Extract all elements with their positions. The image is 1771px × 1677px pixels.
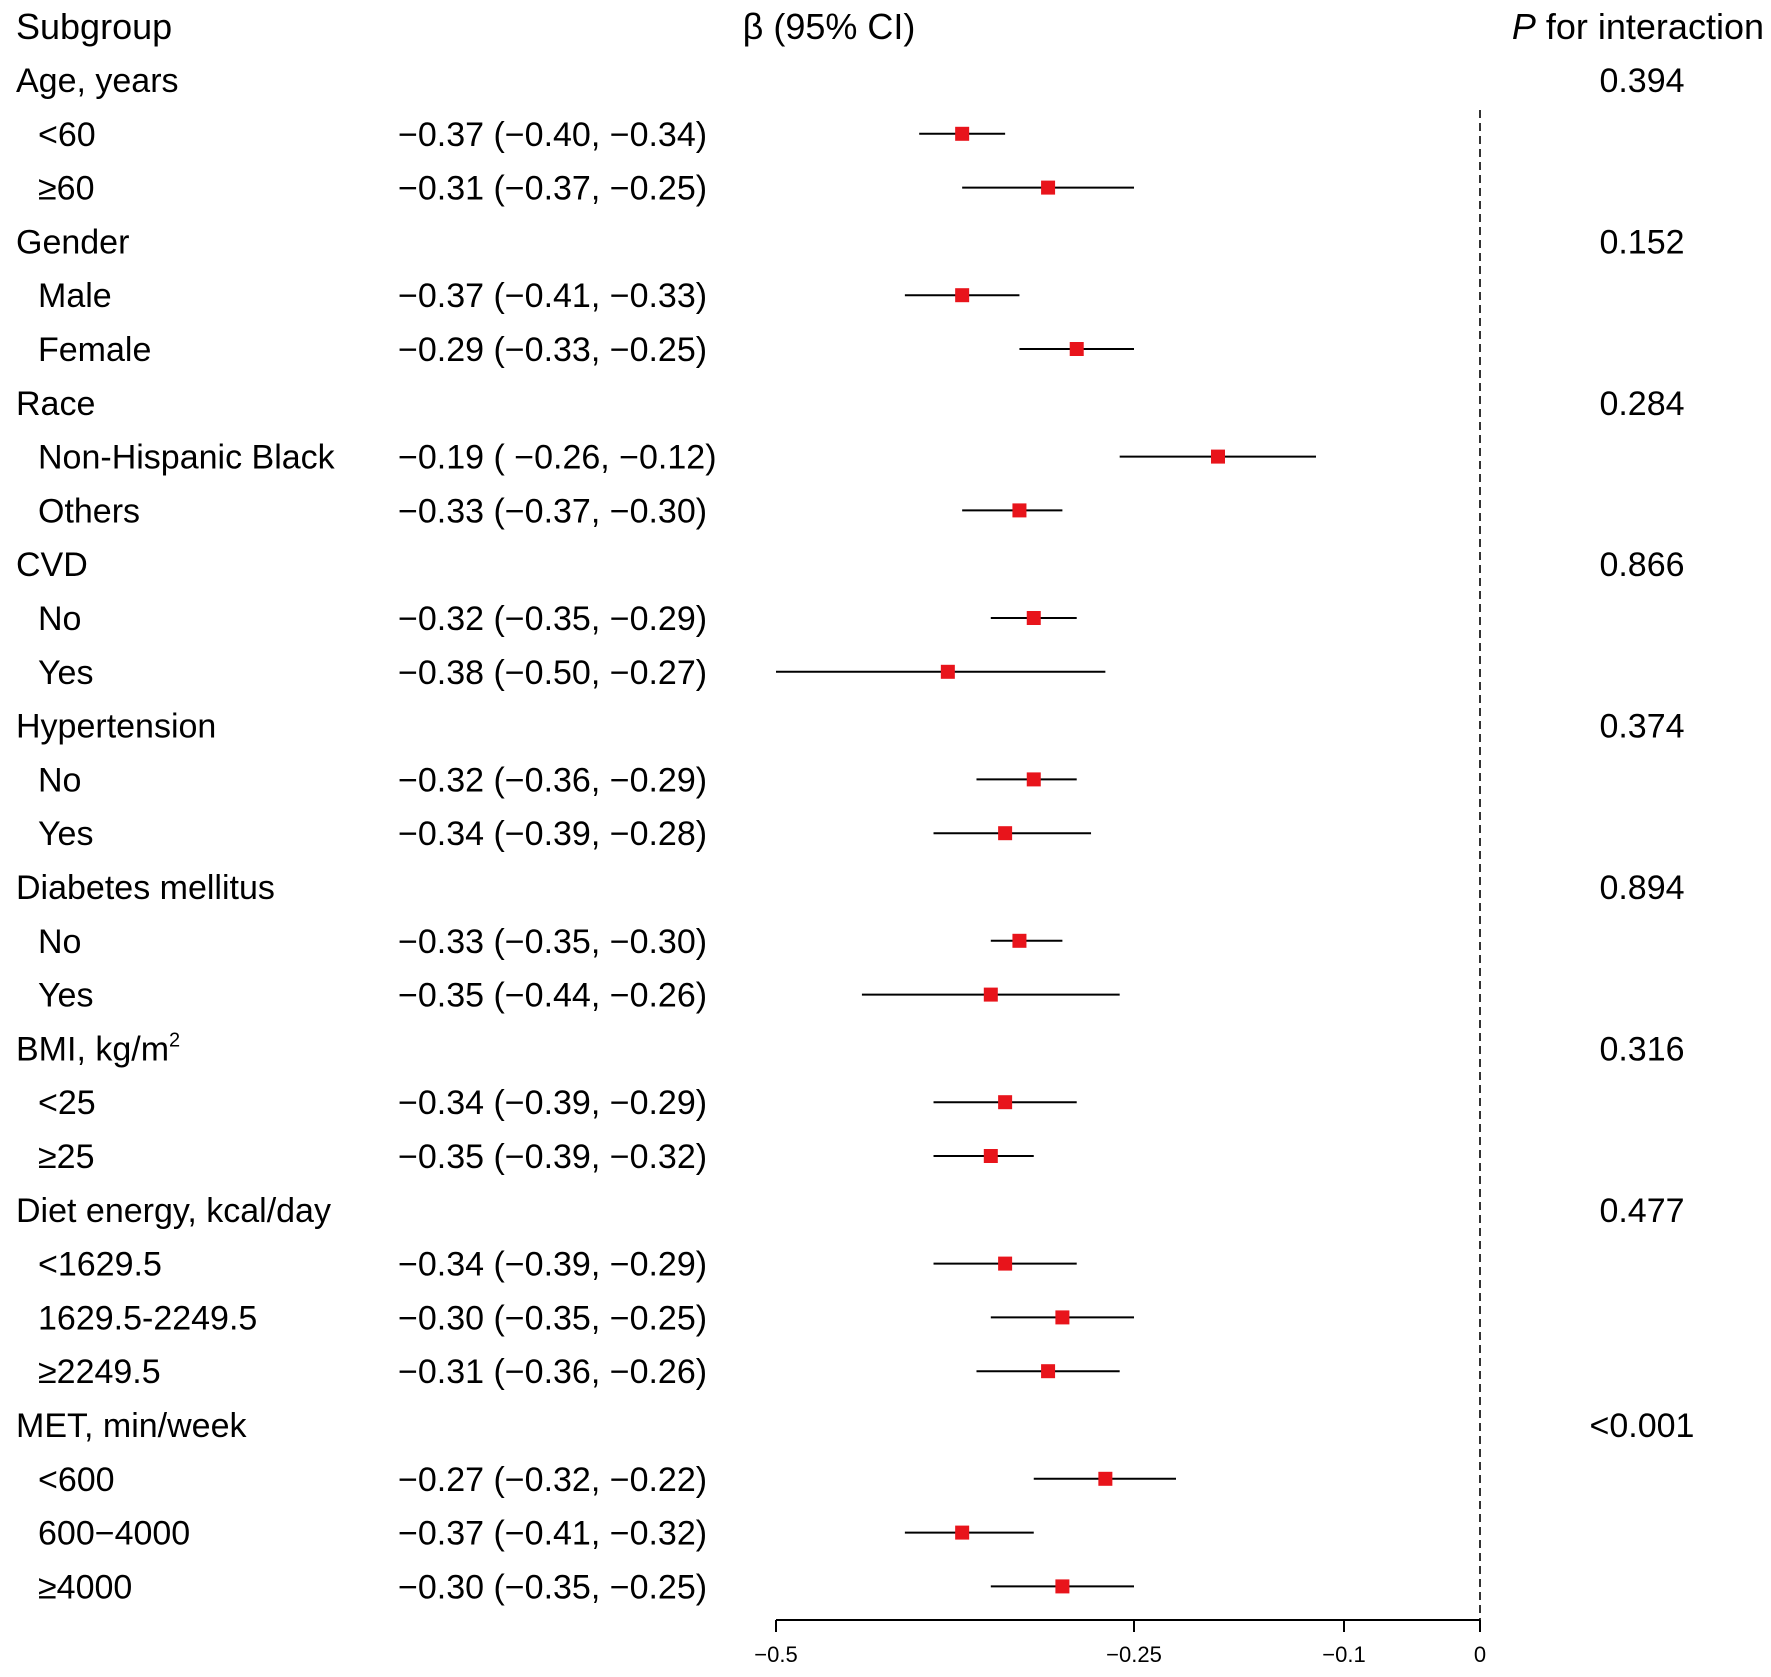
point-marker-2-0 xyxy=(1211,449,1225,464)
subgroup-label-3-0: No xyxy=(38,600,81,638)
x-tick-label-1: −0.25 xyxy=(1106,1642,1162,1667)
estimate-text-6-0: −0.34 (−0.39, −0.29) xyxy=(398,1084,707,1122)
point-marker-8-2 xyxy=(1055,1579,1070,1594)
point-marker-0-1 xyxy=(1041,180,1056,195)
group-label-7: Diet energy, kcal/day xyxy=(16,1192,331,1230)
subgroup-label-0-1: ≥60 xyxy=(38,170,94,208)
subgroup-label-3-1: Yes xyxy=(38,654,93,692)
p-value-1: 0.152 xyxy=(1599,223,1684,261)
group-label-2: Race xyxy=(16,385,95,423)
point-marker-6-0 xyxy=(998,1095,1013,1110)
point-marker-1-0 xyxy=(955,288,970,303)
group-label-3: CVD xyxy=(16,546,88,584)
group-label-4: Hypertension xyxy=(16,708,216,746)
estimate-text-1-0: −0.37 (−0.41, −0.33) xyxy=(398,277,707,315)
estimate-text-2-1: −0.33 (−0.37, −0.30) xyxy=(398,492,707,530)
subgroup-label-8-2: ≥4000 xyxy=(38,1568,132,1606)
p-value-5: 0.894 xyxy=(1599,869,1684,907)
estimate-text-5-0: −0.33 (−0.35, −0.30) xyxy=(398,923,707,961)
subgroup-label-5-1: Yes xyxy=(38,977,93,1015)
estimate-text-7-2: −0.31 (−0.36, −0.26) xyxy=(398,1353,707,1391)
estimate-text-4-1: −0.34 (−0.39, −0.28) xyxy=(398,815,707,853)
point-marker-6-1 xyxy=(983,1149,998,1163)
p-value-4: 0.374 xyxy=(1599,708,1684,746)
point-marker-8-1 xyxy=(955,1525,970,1540)
estimate-text-6-1: −0.35 (−0.39, −0.32) xyxy=(398,1138,707,1176)
p-value-2: 0.284 xyxy=(1599,385,1684,423)
header-estimate: β (95% CI) xyxy=(743,6,916,47)
header-p-interaction: P for interaction xyxy=(1512,6,1764,47)
point-marker-0-0 xyxy=(955,126,970,141)
estimate-text-8-2: −0.30 (−0.35, −0.25) xyxy=(398,1568,707,1606)
point-marker-3-0 xyxy=(1026,611,1041,625)
point-marker-7-2 xyxy=(1041,1364,1056,1379)
subgroup-label-7-1: 1629.5-2249.5 xyxy=(38,1299,257,1337)
subgroup-label-5-0: No xyxy=(38,923,81,961)
p-value-8: <0.001 xyxy=(1590,1407,1695,1445)
estimate-text-1-1: −0.29 (−0.33, −0.25) xyxy=(398,331,707,369)
estimate-text-5-1: −0.35 (−0.44, −0.26) xyxy=(398,977,707,1015)
x-tick-label-3: 0 xyxy=(1474,1642,1486,1667)
point-marker-7-1 xyxy=(1055,1310,1070,1325)
estimate-text-3-1: −0.38 (−0.50, −0.27) xyxy=(398,654,707,692)
subgroup-label-2-1: Others xyxy=(38,492,140,530)
subgroup-label-8-0: <600 xyxy=(38,1461,115,1499)
estimate-text-7-1: −0.30 (−0.35, −0.25) xyxy=(398,1299,707,1337)
p-value-7: 0.477 xyxy=(1599,1192,1684,1230)
subgroup-label-4-1: Yes xyxy=(38,815,93,853)
subgroup-label-4-0: No xyxy=(38,761,81,799)
point-marker-1-1 xyxy=(1069,342,1084,356)
point-marker-4-1 xyxy=(998,826,1013,841)
p-value-0: 0.394 xyxy=(1599,62,1684,100)
x-tick-label-2: −0.1 xyxy=(1322,1642,1365,1667)
point-marker-3-1 xyxy=(940,664,955,679)
group-label-0: Age, years xyxy=(16,62,179,100)
subgroup-label-8-1: 600−4000 xyxy=(38,1515,190,1553)
estimate-text-3-0: −0.32 (−0.35, −0.29) xyxy=(398,600,707,638)
group-label-5: Diabetes mellitus xyxy=(16,869,275,907)
subgroup-label-0-0: <60 xyxy=(38,116,96,154)
point-marker-7-0 xyxy=(998,1256,1013,1271)
group-label-8: MET, min/week xyxy=(16,1407,247,1445)
subgroup-label-1-1: Female xyxy=(38,331,151,369)
estimate-text-0-0: −0.37 (−0.40, −0.34) xyxy=(398,116,707,154)
point-marker-4-0 xyxy=(1026,772,1041,787)
point-marker-5-1 xyxy=(983,987,998,1002)
header-subgroup: Subgroup xyxy=(16,6,172,47)
x-tick-label-0: −0.5 xyxy=(754,1642,797,1667)
estimate-text-2-0: −0.19 ( −0.26, −0.12) xyxy=(398,439,717,477)
p-value-3: 0.866 xyxy=(1599,546,1684,584)
subgroup-label-6-0: <25 xyxy=(38,1084,96,1122)
estimate-text-7-0: −0.34 (−0.39, −0.29) xyxy=(398,1246,707,1284)
estimate-text-4-0: −0.32 (−0.36, −0.29) xyxy=(398,761,707,799)
subgroup-label-2-0: Non-Hispanic Black xyxy=(38,439,336,477)
point-marker-8-0 xyxy=(1098,1471,1113,1486)
subgroup-label-7-2: ≥2249.5 xyxy=(38,1353,161,1391)
group-label-1: Gender xyxy=(16,223,129,261)
point-marker-2-1 xyxy=(1012,503,1027,518)
point-marker-5-0 xyxy=(1012,933,1027,948)
estimate-text-0-1: −0.31 (−0.37, −0.25) xyxy=(398,170,707,208)
subgroup-label-7-0: <1629.5 xyxy=(38,1246,162,1284)
p-value-6: 0.316 xyxy=(1599,1030,1684,1068)
subgroup-label-1-0: Male xyxy=(38,277,112,315)
estimate-text-8-1: −0.37 (−0.41, −0.32) xyxy=(398,1515,707,1553)
group-label-6: BMI, kg/m2 xyxy=(16,1029,180,1068)
estimate-text-8-0: −0.27 (−0.32, −0.22) xyxy=(398,1461,707,1499)
subgroup-label-6-1: ≥25 xyxy=(38,1138,94,1176)
